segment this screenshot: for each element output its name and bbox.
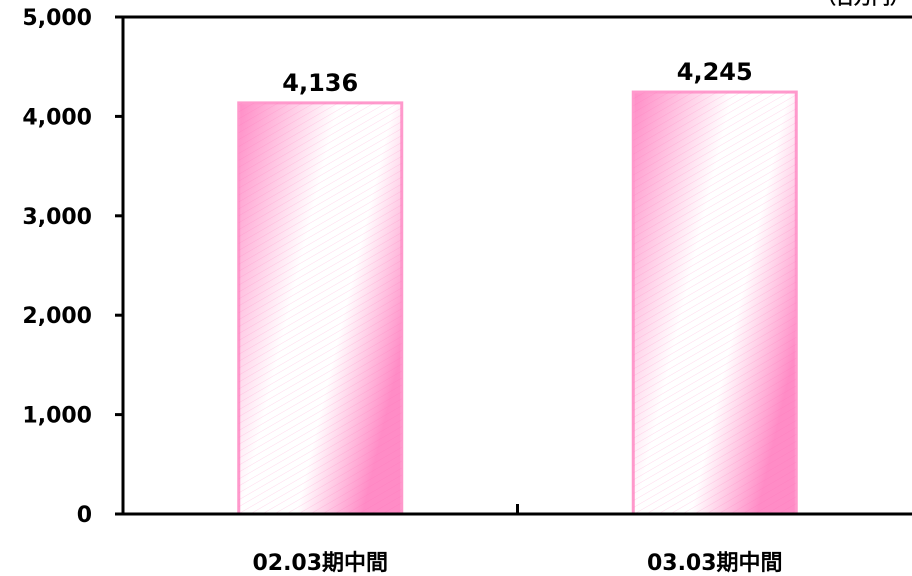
y-ticks-group: 0 1,000 2,000 3,000 4,000 5,000	[22, 6, 123, 528]
y-tick-label: 5,000	[22, 6, 92, 31]
x-categories-group: 02.03期中間 03.03期中間	[252, 504, 783, 576]
unit-label: （百万円）	[818, 0, 908, 9]
bar-texture	[238, 102, 402, 515]
bars-group: 4,136 4,245	[237, 58, 798, 516]
y-tick-label: 1,000	[22, 404, 92, 429]
y-tick-label: 3,000	[22, 205, 92, 230]
y-tick-label: 2,000	[22, 304, 92, 329]
y-tick-label: 0	[77, 503, 92, 528]
y-tick-label: 4,000	[22, 105, 92, 130]
x-category-label: 02.03期中間	[252, 551, 388, 576]
x-category-label: 03.03期中間	[647, 551, 783, 576]
bar-texture	[633, 92, 797, 514]
data-label: 4,136	[282, 69, 358, 97]
data-label: 4,245	[677, 58, 753, 86]
